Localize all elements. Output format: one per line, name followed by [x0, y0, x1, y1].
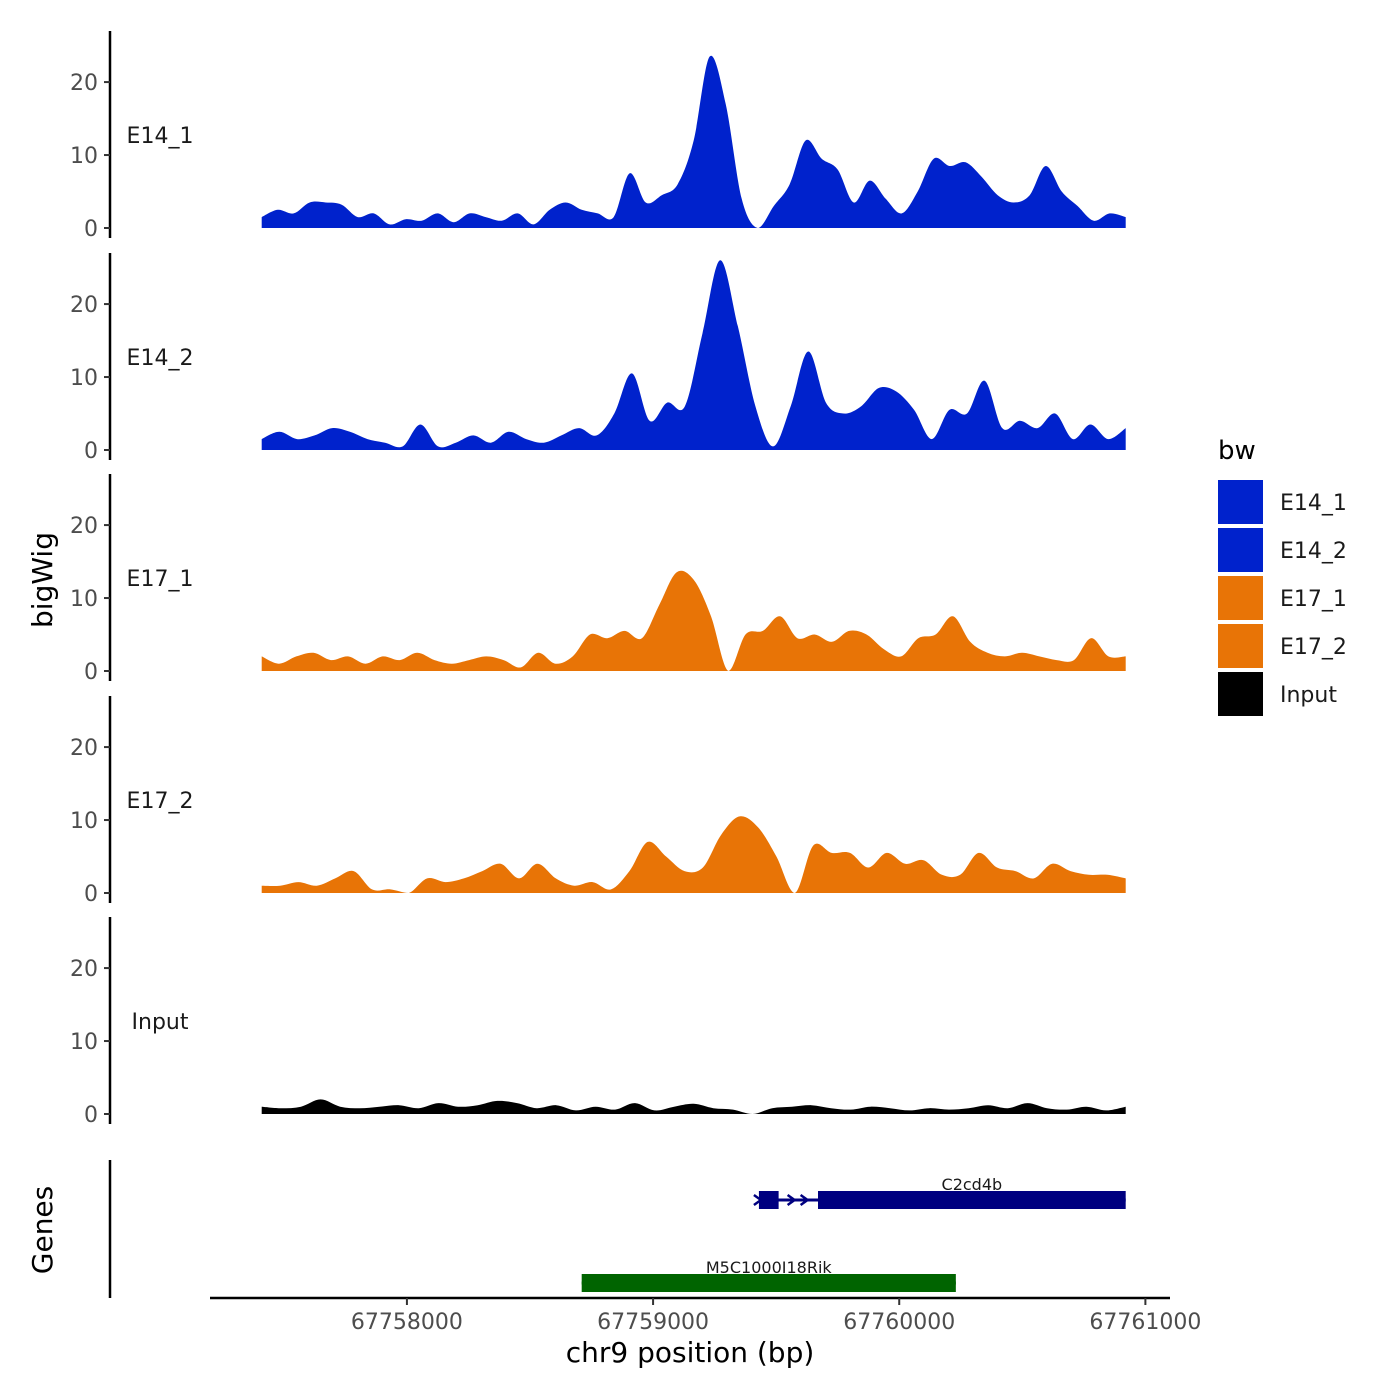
track-label: Input	[132, 1010, 189, 1035]
legend-swatch-e17_2	[1218, 624, 1263, 668]
track-label: E14_2	[127, 346, 194, 371]
legend-swatch-e17_1	[1218, 576, 1263, 620]
legend-swatch-e14_2	[1218, 528, 1263, 572]
gene-c2cd4b: C2cd4b	[753, 1175, 1126, 1209]
signal-area-e17_2	[261, 816, 1126, 893]
y-tick-label: 10	[70, 809, 98, 834]
track-e14_1: 0 10 20 E14_1	[70, 31, 1126, 242]
y-tick-label: 10	[70, 1030, 98, 1055]
gene-panel: C2cd4b M5C1000I18Rik	[108, 1160, 1126, 1298]
legend-title: bw	[1218, 436, 1256, 466]
signal-area-input	[261, 1099, 1126, 1114]
strand-arrow	[786, 1193, 797, 1207]
y-tick-label: 20	[70, 293, 98, 318]
legend-label: E17_1	[1280, 587, 1347, 612]
x-axis-title: chr9 position (bp)	[566, 1336, 815, 1369]
strand-arrow	[753, 1193, 764, 1207]
y-tick-label: 10	[70, 144, 98, 169]
strand-arrow	[799, 1193, 810, 1207]
x-tick-label: 67759000	[597, 1310, 709, 1335]
gene-m5c1000i18rik: M5C1000I18Rik	[581, 1258, 956, 1292]
track-input: 0 10 20 Input	[70, 917, 1126, 1128]
genes-axis-title: Genes	[26, 1186, 59, 1274]
legend-label: E14_2	[1280, 539, 1347, 564]
signal-area-e14_1	[261, 55, 1126, 228]
legend-label: E17_2	[1280, 635, 1347, 660]
y-tick-label: 0	[84, 1103, 98, 1128]
gene-label: M5C1000I18Rik	[706, 1258, 833, 1277]
track-label: E14_1	[127, 124, 194, 149]
signal-area-e17_1	[261, 570, 1126, 671]
y-tick-label: 0	[84, 217, 98, 242]
y-tick-label: 20	[70, 71, 98, 96]
y-tick-label: 20	[70, 736, 98, 761]
y-tick-label: 0	[84, 882, 98, 907]
y-tick-label: 0	[84, 439, 98, 464]
x-tick-label: 67758000	[351, 1310, 463, 1335]
track-e17_2: 0 10 20 E17_2	[70, 696, 1126, 907]
gene-exon	[818, 1191, 1126, 1209]
gene-exon	[581, 1274, 956, 1292]
x-tick-label: 67761000	[1089, 1310, 1201, 1335]
track-label: E17_1	[127, 567, 194, 592]
track-e17_1: 0 10 20 E17_1	[70, 474, 1126, 685]
y-tick-label: 20	[70, 514, 98, 539]
y-tick-label: 0	[84, 660, 98, 685]
legend-swatch-input	[1218, 672, 1263, 716]
x-tick-label: 67760000	[843, 1310, 955, 1335]
x-axis: 67758000 67759000 67760000 67761000	[210, 1296, 1201, 1335]
y-tick-label: 10	[70, 587, 98, 612]
gene-exon	[758, 1191, 779, 1209]
gene-label: C2cd4b	[942, 1175, 1003, 1194]
legend-label: Input	[1280, 683, 1337, 708]
y-axis-title: bigWig	[26, 532, 59, 628]
legend: bw E14_1 E14_2 E17_1 E17_2 Input	[1218, 436, 1347, 716]
track-e14_2: 0 10 20 E14_2	[70, 253, 1126, 464]
signal-tracks: 0 10 20 E14_1 0 10 20 E14_2 0 10 20 E17_1 0 10 20 E17_2…	[70, 31, 1126, 1128]
signal-area-e14_2	[261, 260, 1126, 450]
y-tick-label: 10	[70, 366, 98, 391]
legend-swatch-e14_1	[1218, 480, 1263, 524]
y-tick-label: 20	[70, 957, 98, 982]
track-label: E17_2	[127, 789, 194, 814]
legend-label: E14_1	[1280, 491, 1347, 516]
